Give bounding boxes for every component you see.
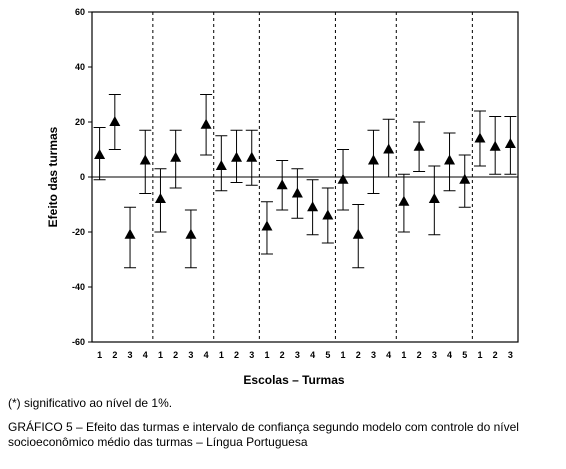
x-tick-label: 2 <box>417 350 422 360</box>
x-tick-label: 3 <box>371 350 376 360</box>
x-tick-label: 3 <box>188 350 193 360</box>
x-tick-label: 3 <box>432 350 437 360</box>
data-point <box>352 228 364 239</box>
data-point <box>246 151 258 162</box>
data-point <box>94 149 106 159</box>
x-tick-label: 1 <box>219 350 224 360</box>
y-tick-label: -60 <box>72 337 85 347</box>
y-axis-title: Efeito das turmas <box>46 126 60 227</box>
x-tick-label: 1 <box>264 350 269 360</box>
x-tick-label: 4 <box>447 350 452 360</box>
data-point <box>276 179 288 190</box>
data-point <box>307 201 319 212</box>
data-point <box>428 193 440 203</box>
data-point <box>489 140 501 151</box>
data-point <box>474 132 486 143</box>
data-point <box>337 173 349 184</box>
x-tick-label: 4 <box>204 350 209 360</box>
data-point <box>367 154 379 165</box>
data-point <box>444 154 456 165</box>
x-tick-label: 2 <box>493 350 498 360</box>
x-tick-label: 4 <box>386 350 391 360</box>
x-tick-label: 1 <box>97 350 102 360</box>
data-point <box>139 154 151 165</box>
x-tick-label: 5 <box>462 350 467 360</box>
x-tick-label: 3 <box>128 350 133 360</box>
data-point <box>170 151 182 162</box>
data-point <box>413 140 425 151</box>
data-point <box>231 151 243 162</box>
y-tick-label: -20 <box>72 227 85 237</box>
data-point <box>185 228 197 239</box>
x-tick-label: 4 <box>310 350 315 360</box>
x-tick-label: 1 <box>401 350 406 360</box>
x-tick-label: 3 <box>295 350 300 360</box>
data-point <box>124 228 136 239</box>
data-point <box>215 160 227 170</box>
data-point <box>200 118 212 129</box>
y-tick-label: 60 <box>75 7 85 17</box>
x-tick-label: 1 <box>158 350 163 360</box>
data-point <box>291 187 303 198</box>
footnote: (*) significativo ao nível de 1%. <box>8 396 173 410</box>
x-tick-label: 3 <box>249 350 254 360</box>
data-point <box>504 138 516 148</box>
x-tick-label: 5 <box>325 350 330 360</box>
x-tick-label: 4 <box>143 350 148 360</box>
x-tick-label: 2 <box>356 350 361 360</box>
x-tick-label: 2 <box>112 350 117 360</box>
x-axis-title: Escolas – Turmas <box>243 373 344 387</box>
data-point <box>261 220 273 231</box>
x-tick-label: 3 <box>508 350 513 360</box>
chart: Efeito das turmas Escolas – Turmas -60 -4… <box>46 7 519 387</box>
x-tick-label: 1 <box>477 350 482 360</box>
data-point <box>109 116 121 126</box>
x-tick-label: 2 <box>234 350 239 360</box>
figure-caption: GRÁFICO 5 – Efeito das turmas e interval… <box>8 420 519 449</box>
y-tick-label: -40 <box>72 282 85 292</box>
x-tick-label: 1 <box>341 350 346 360</box>
y-tick-label: 0 <box>80 172 85 182</box>
data-point <box>383 143 395 154</box>
data-point <box>459 173 471 184</box>
x-tick-label: 2 <box>173 350 178 360</box>
y-tick-label: 20 <box>75 117 85 127</box>
data-point <box>154 193 166 203</box>
data-point <box>398 195 410 206</box>
y-tick-label: 40 <box>75 62 85 72</box>
x-tick-label: 2 <box>280 350 285 360</box>
data-point <box>322 209 334 220</box>
